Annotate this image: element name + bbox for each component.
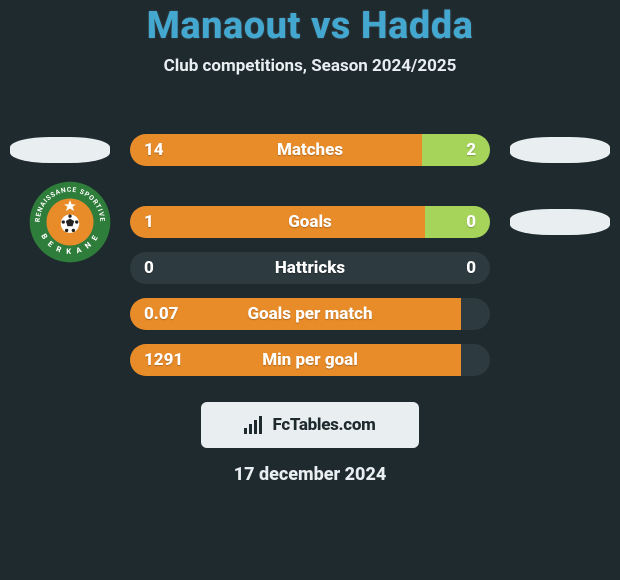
right-side-slot	[500, 209, 620, 235]
bar-fill-left	[130, 206, 425, 238]
right-side-slot	[500, 108, 620, 192]
fctables-logo-icon	[244, 416, 268, 434]
date-label: 17 december 2024	[0, 464, 620, 485]
stat-bar-goals: 1 0 Goals	[130, 206, 490, 238]
team-pill-left	[10, 137, 110, 163]
team-crest-left: RENAISSANCE SPORTIVE B E R K A N E	[28, 180, 112, 264]
page-title: Manaout vs Hadda	[0, 4, 620, 48]
team-pill-right	[510, 209, 610, 235]
source-text: FcTables.com	[272, 415, 375, 435]
stat-bar-gpm: 0.07 Goals per match	[130, 298, 490, 330]
subtitle: Club competitions, Season 2024/2025	[0, 56, 620, 76]
stat-value-left: 0	[144, 252, 154, 284]
team-pill-right	[510, 137, 610, 163]
source-badge: FcTables.com	[201, 402, 419, 448]
bar-fill-right	[422, 134, 490, 166]
stat-value-right: 0	[466, 252, 476, 284]
club-crest-icon: RENAISSANCE SPORTIVE B E R K A N E	[28, 180, 112, 264]
bar-fill-left	[130, 344, 461, 376]
stat-bar-mpg: 1291 Min per goal	[130, 344, 490, 376]
bar-fill-right	[425, 206, 490, 238]
bar-fill-left	[130, 298, 461, 330]
stat-row: 1291 Min per goal	[0, 344, 620, 376]
stat-bar-hattricks: 0 0 Hattricks	[130, 252, 490, 284]
bar-fill-left	[130, 134, 422, 166]
stat-bar-matches: 14 2 Matches	[130, 134, 490, 166]
stat-label: Hattricks	[130, 252, 490, 284]
comparison-infographic: Manaout vs Hadda Club competitions, Seas…	[0, 0, 620, 580]
stat-row: 0.07 Goals per match	[0, 298, 620, 330]
